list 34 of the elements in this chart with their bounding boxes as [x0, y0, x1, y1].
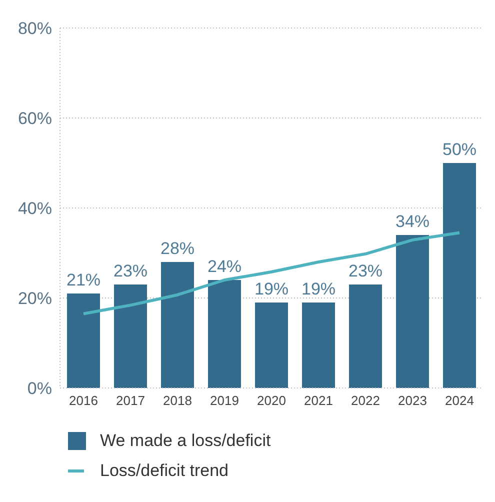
x-tick-label: 2023 [398, 393, 427, 408]
data-label: 24% [207, 257, 242, 276]
x-tick-label: 2020 [257, 393, 286, 408]
data-label: 19% [254, 280, 289, 298]
x-tick-label: 2024 [445, 393, 474, 408]
y-tick-label: 40% [18, 199, 52, 218]
y-tick-label: 0% [27, 379, 52, 398]
y-tick-label: 80% [18, 19, 52, 38]
x-tick-label: 2017 [116, 393, 145, 408]
bar [161, 262, 194, 388]
x-tick-label: 2019 [210, 393, 239, 408]
data-label: 34% [395, 212, 430, 231]
x-tick-label: 2016 [69, 393, 98, 408]
bar [208, 280, 241, 388]
bar [67, 294, 100, 388]
legend-label: We made a loss/deficit [100, 431, 271, 451]
y-tick-label: 20% [18, 289, 52, 308]
data-label: 23% [348, 262, 383, 280]
x-tick-label: 2021 [304, 393, 333, 408]
data-label: 21% [66, 270, 101, 290]
bar [396, 235, 429, 388]
bar [349, 284, 382, 388]
x-tick-label: 2018 [163, 393, 192, 408]
bar [114, 284, 147, 388]
y-tick-label: 60% [18, 109, 52, 128]
legend-label: Loss/deficit trend [100, 461, 229, 481]
data-label: 23% [113, 262, 148, 280]
data-label: 19% [301, 280, 336, 298]
bar [255, 302, 288, 388]
data-label: 50% [442, 140, 477, 159]
data-label: 28% [160, 239, 195, 258]
x-tick-label: 2022 [351, 393, 380, 408]
bar [302, 302, 335, 388]
bar [443, 163, 476, 388]
